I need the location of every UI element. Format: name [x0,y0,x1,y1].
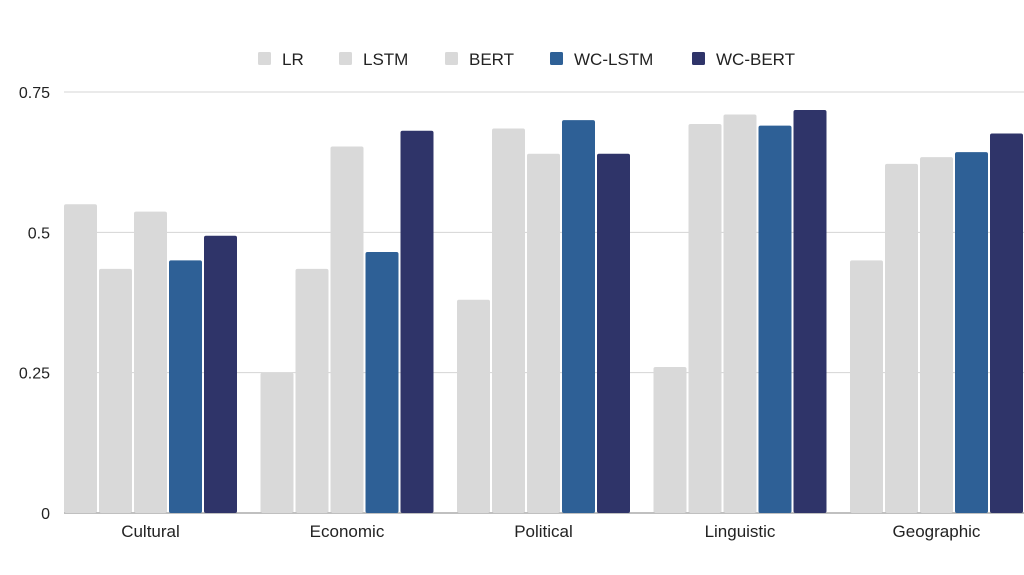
legend-label: WC-BERT [716,50,795,69]
bar-lstm-cultural [99,268,132,513]
bar-lstm-political [492,128,525,513]
bar-bert-cultural [134,211,167,513]
bar-group-economic [260,130,434,514]
x-axis: Cultural Economic Political Linguistic Geogr… [121,522,981,541]
bar-group-cultural [64,204,237,513]
legend-item-lstm: LSTM [339,50,408,69]
x-tick-label: Geographic [893,522,981,541]
legend-swatch [550,52,563,65]
legend-item-bert: BERT [445,50,514,69]
bar-lr-geographic [850,260,883,513]
bar-wc-bert-cultural [204,235,237,513]
x-tick-label: Cultural [121,522,180,541]
bar-wc-lstm-linguistic [758,125,792,514]
bar-wc-lstm-political [562,120,595,514]
y-tick-label: 0.5 [28,225,50,242]
bar-wc-bert-linguistic [793,109,827,513]
legend-item-wc-bert: WC-BERT [692,50,795,69]
bar-group-linguistic [653,109,827,514]
bar-group-political [457,120,630,514]
bar-wc-bert-geographic [990,133,1023,513]
bar-lr-political [457,299,490,513]
legend-label: LSTM [363,50,408,69]
y-tick-label: 0.75 [19,85,50,102]
y-tick-label: 0 [41,506,50,523]
y-axis: 0 0.25 0.5 0.75 [19,85,50,523]
bar-bert-geographic [920,157,953,513]
bar-wc-lstm-economic [365,251,399,514]
bar-group-geographic [850,133,1023,514]
legend-swatch [258,52,271,65]
bar-bert-political [527,153,560,513]
legend: LR LSTM BERT WC-LSTM WC-BERT [258,50,795,69]
bar-bert-linguistic [723,114,757,513]
bar-lr-economic [260,372,294,513]
legend-swatch [445,52,458,65]
legend-item-lr: LR [258,50,304,69]
bar-lstm-geographic [885,163,918,514]
legend-swatch [692,52,705,65]
bar-bert-economic [330,146,364,513]
bar-wc-bert-economic [400,130,434,513]
x-tick-label: Economic [310,522,385,541]
bars [64,109,1023,514]
legend-label: WC-LSTM [574,50,653,69]
x-tick-label: Linguistic [705,522,776,541]
legend-label: LR [282,50,304,69]
bar-lr-linguistic [653,367,687,513]
y-tick-label: 0.25 [19,366,50,383]
x-tick-label: Political [514,522,573,541]
bar-wc-lstm-geographic [955,152,988,513]
legend-label: BERT [469,50,514,69]
legend-swatch [339,52,352,65]
bar-wc-bert-political [597,153,630,513]
bar-lstm-economic [295,268,329,513]
legend-item-wc-lstm: WC-LSTM [550,50,653,69]
bar-lr-cultural [64,204,97,513]
bar-lstm-linguistic [688,123,722,513]
bar-wc-lstm-cultural [169,260,202,513]
